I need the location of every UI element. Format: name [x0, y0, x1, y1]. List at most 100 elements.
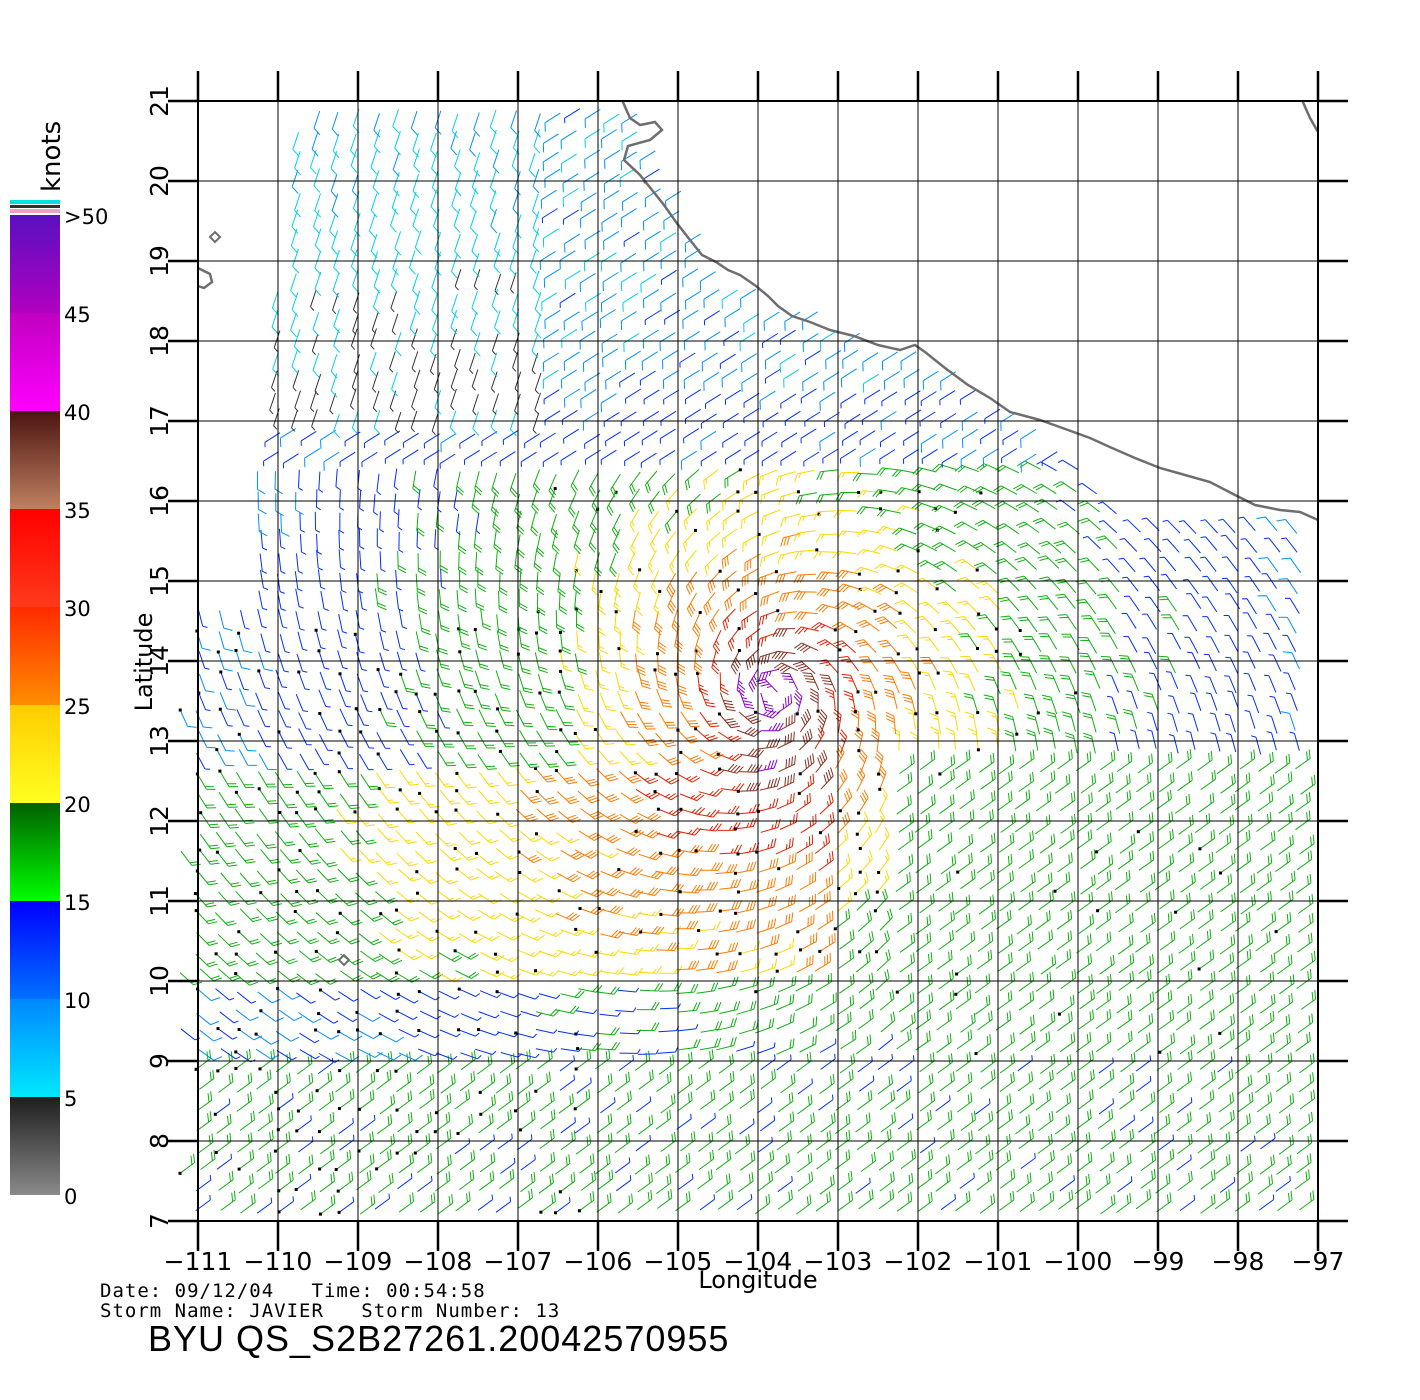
wind-barb: [644, 230, 661, 250]
wind-barb: [699, 1001, 722, 1014]
rain-flag-marker: [854, 892, 857, 896]
wind-barb: [562, 209, 579, 225]
wind-barb: [416, 1111, 432, 1133]
wind-barb: [294, 571, 303, 592]
wind-barb: [296, 931, 320, 945]
rain-flag-marker: [215, 748, 219, 752]
wind-barb: [1059, 829, 1075, 850]
wind-barb: [457, 614, 469, 636]
wind-barb: [510, 272, 517, 294]
wind-barb: [294, 150, 301, 176]
wind-barb: [1116, 1153, 1132, 1174]
wind-barb: [1182, 615, 1198, 632]
wind-barb: [872, 489, 897, 498]
wind-barb: [412, 173, 420, 199]
wind-barb: [234, 848, 256, 864]
rain-flag-marker: [1198, 847, 1202, 851]
wind-barb: [580, 888, 605, 898]
wind-barb: [640, 925, 665, 935]
wind-barb: [707, 570, 721, 594]
wind-barb: [351, 410, 359, 436]
longitude-tick-label: −106: [564, 1247, 633, 1276]
wind-barb: [278, 1171, 294, 1192]
wind-barb: [685, 290, 702, 310]
wind-barb: [1056, 1153, 1072, 1174]
rain-flag-marker: [736, 509, 740, 513]
wind-barb: [435, 1112, 451, 1133]
rain-flag-marker: [399, 672, 403, 676]
wind-barb: [370, 150, 378, 175]
rain-flag-marker: [857, 811, 861, 815]
wind-barb: [298, 832, 320, 848]
rain-flag-marker: [717, 712, 721, 716]
wind-barb: [518, 673, 534, 694]
wind-barb: [1015, 1114, 1031, 1135]
wind-barb: [696, 982, 719, 994]
wind-barb: [1017, 1055, 1033, 1072]
wind-barb: [255, 1048, 280, 1060]
wind-barb: [556, 751, 577, 767]
wind-barb: [899, 952, 915, 973]
wind-barb: [761, 509, 781, 526]
wind-barb: [879, 989, 895, 1011]
wind-barb: [695, 902, 718, 913]
wind-barb: [435, 508, 445, 533]
rain-flag-marker: [359, 730, 363, 734]
wind-barb: [218, 1072, 234, 1093]
rain-flag-marker: [1197, 967, 1201, 971]
wind-barb: [1276, 1154, 1292, 1175]
wind-barb: [1168, 695, 1180, 714]
wind-barb: [397, 509, 403, 531]
wind-barb: [544, 112, 561, 132]
rain-flag-marker: [573, 732, 577, 735]
wind-barb: [1017, 595, 1039, 611]
rain-flag-marker: [935, 528, 939, 532]
wind-barb: [395, 829, 417, 844]
wind-barb: [994, 500, 1019, 512]
wind-barb: [919, 411, 936, 427]
wind-barb: [318, 791, 339, 808]
colorbar-segment: [10, 607, 60, 705]
wind-barb: [1076, 1109, 1092, 1130]
wind-barb: [548, 488, 557, 513]
wind-barb: [316, 1071, 333, 1092]
wind-barb: [667, 589, 677, 614]
wind-barb: [597, 1073, 613, 1094]
wind-barb: [555, 832, 580, 844]
wind-barb: [277, 591, 286, 611]
wind-barb: [1218, 814, 1235, 835]
wind-barb: [495, 1196, 511, 1213]
wind-barb: [1256, 871, 1272, 892]
wind-barb: [666, 573, 677, 598]
rain-flag-marker: [496, 707, 500, 711]
rain-flag-marker: [337, 1030, 341, 1034]
wind-barb: [237, 672, 249, 691]
wind-barb: [311, 131, 319, 157]
wind-barb: [1100, 1129, 1116, 1150]
wind-barb: [1057, 614, 1077, 630]
wind-barb: [430, 189, 438, 214]
wind-barb: [877, 1053, 893, 1070]
wind-barb: [296, 653, 308, 673]
wind-barb: [318, 689, 331, 708]
rain-flag-marker: [915, 647, 919, 651]
wind-barb: [760, 1069, 776, 1090]
wind-barb: [797, 914, 815, 933]
wind-barb: [1078, 1009, 1094, 1030]
rain-flag-marker: [354, 707, 358, 711]
wind-barb: [1234, 1029, 1251, 1050]
rain-flag-marker: [659, 912, 663, 916]
rain-flag-marker: [257, 669, 261, 673]
wind-barb: [695, 881, 719, 891]
wind-barb: [953, 501, 978, 511]
wind-barb: [499, 1053, 516, 1074]
wind-barb: [778, 590, 801, 603]
wind-barb: [1159, 1092, 1175, 1114]
wind-barb: [370, 233, 378, 259]
wind-barb: [896, 1191, 913, 1212]
wind-barb: [598, 1169, 614, 1190]
wind-barb: [1195, 929, 1212, 950]
wind-barb: [469, 188, 477, 213]
colorbar-segment: [10, 313, 60, 411]
wind-barb: [817, 659, 839, 674]
